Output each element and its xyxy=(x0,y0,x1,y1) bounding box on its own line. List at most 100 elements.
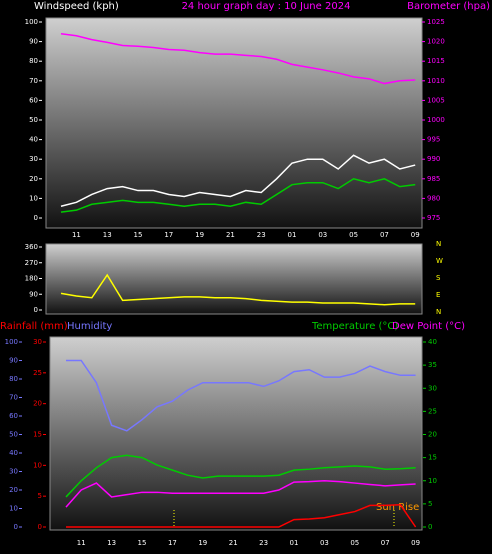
tick-label: 30 xyxy=(33,338,42,346)
tick-label: 25 xyxy=(428,407,437,415)
tick-label: 1010 xyxy=(427,77,445,85)
series-line xyxy=(66,359,416,432)
tick-label: 50 xyxy=(9,431,18,439)
tick-label: 100 xyxy=(5,338,18,346)
tick-label: 0 xyxy=(34,306,38,314)
tick-label: 15 xyxy=(33,431,42,439)
tick-label: 10 xyxy=(33,461,42,469)
tick-label: 1005 xyxy=(427,96,445,104)
tick-label: 985 xyxy=(427,175,440,183)
x-tick-label: 17 xyxy=(168,539,177,547)
x-tick-label: 07 xyxy=(380,231,389,239)
tick-label: 975 xyxy=(427,214,440,222)
x-tick-label: 15 xyxy=(134,231,143,239)
tick-label: 5 xyxy=(38,492,42,500)
tick-label: 50 xyxy=(29,116,38,124)
tick-label: 360 xyxy=(25,243,38,251)
compass-label: N xyxy=(436,308,441,316)
tick-label: 180 xyxy=(25,275,38,283)
compass-label: W xyxy=(436,257,443,265)
x-tick-label: 03 xyxy=(320,539,329,547)
tick-label: 30 xyxy=(29,155,38,163)
tick-label: 80 xyxy=(9,375,18,383)
tick-label: 1000 xyxy=(427,116,445,124)
x-tick-label: 01 xyxy=(288,231,297,239)
panel-direction xyxy=(45,243,423,315)
tick-label: 60 xyxy=(29,96,38,104)
panel-wind xyxy=(45,17,423,229)
series-line xyxy=(60,273,416,306)
panel-temperature xyxy=(49,336,423,531)
x-tick-label: 17 xyxy=(164,231,173,239)
tick-label: 0 xyxy=(38,523,42,531)
compass-label: E xyxy=(436,291,440,299)
wind-axis-label: Windspeed (kph) xyxy=(34,1,119,12)
annotation: Sun Rise xyxy=(376,502,419,513)
tick-label: 20 xyxy=(428,431,437,439)
tick-label: 80 xyxy=(29,57,38,65)
tick-label: 0 xyxy=(428,523,432,531)
x-tick-label: 09 xyxy=(411,539,420,547)
chart-title: 24 hour graph day : 10 June 2024 xyxy=(182,1,351,12)
series-line xyxy=(65,479,416,508)
legend-dew-point: Dew Point (°C) xyxy=(392,321,465,332)
tick-label: 20 xyxy=(33,400,42,408)
tick-label: 35 xyxy=(428,361,437,369)
tick-label: 0 xyxy=(14,523,18,531)
x-tick-label: 03 xyxy=(318,231,327,239)
series-line xyxy=(60,33,416,85)
legend-humidity: Humidity xyxy=(67,321,112,332)
x-tick-label: 19 xyxy=(195,231,204,239)
tick-label: 20 xyxy=(29,175,38,183)
legend-temperature: Temperature (°C) xyxy=(311,321,398,332)
tick-label: 980 xyxy=(427,194,440,202)
tick-label: 100 xyxy=(25,18,38,26)
tick-label: 60 xyxy=(9,412,18,420)
x-tick-label: 21 xyxy=(229,539,238,547)
tick-label: 40 xyxy=(428,338,437,346)
tick-label: 10 xyxy=(9,505,18,513)
legend-rainfall: Rainfall (mm) xyxy=(0,321,68,332)
tick-label: 1015 xyxy=(427,57,445,65)
tick-label: 270 xyxy=(25,259,38,267)
tick-label: 90 xyxy=(29,290,38,298)
tick-label: 10 xyxy=(29,194,38,202)
series-line xyxy=(65,454,416,498)
x-tick-label: 01 xyxy=(290,539,299,547)
compass-label: N xyxy=(436,240,441,248)
tick-label: 25 xyxy=(33,369,42,377)
x-tick-label: 07 xyxy=(381,539,390,547)
tick-label: 20 xyxy=(9,486,18,494)
tick-label: 1025 xyxy=(427,18,445,26)
barometer-axis-label: Barometer (hpa) xyxy=(407,1,490,12)
series-line xyxy=(60,154,416,207)
x-tick-label: 23 xyxy=(257,231,266,239)
x-tick-label: 13 xyxy=(103,231,112,239)
tick-label: 40 xyxy=(29,136,38,144)
compass-label: S xyxy=(436,274,441,282)
x-tick-label: 19 xyxy=(198,539,207,547)
series-line xyxy=(66,504,417,528)
x-tick-label: 09 xyxy=(411,231,420,239)
tick-label: 1020 xyxy=(427,38,445,46)
tick-label: 15 xyxy=(428,454,437,462)
tick-label: 30 xyxy=(428,384,437,392)
tick-label: 990 xyxy=(427,155,440,163)
x-tick-label: 21 xyxy=(226,231,235,239)
tick-label: 70 xyxy=(9,394,18,402)
tick-label: 40 xyxy=(9,449,18,457)
x-tick-label: 13 xyxy=(107,539,116,547)
x-tick-label: 11 xyxy=(77,539,86,547)
tick-label: 90 xyxy=(9,357,18,365)
tick-label: 0 xyxy=(34,214,38,222)
x-tick-label: 05 xyxy=(349,231,358,239)
tick-label: 5 xyxy=(428,500,432,508)
x-tick-label: 23 xyxy=(259,539,268,547)
tick-label: 10 xyxy=(428,477,437,485)
tick-label: 70 xyxy=(29,77,38,85)
series-line xyxy=(60,177,416,213)
tick-label: 90 xyxy=(29,38,38,46)
tick-label: 30 xyxy=(9,468,18,476)
x-tick-label: 15 xyxy=(138,539,147,547)
